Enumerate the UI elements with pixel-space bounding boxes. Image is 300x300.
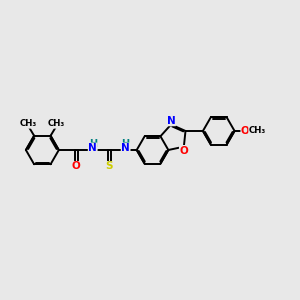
Text: S: S [105, 161, 113, 172]
Text: O: O [179, 146, 188, 155]
Text: N: N [167, 116, 176, 126]
Text: N: N [88, 143, 97, 153]
Text: O: O [72, 161, 81, 172]
Text: CH₃: CH₃ [249, 127, 266, 136]
Text: H: H [88, 139, 97, 149]
Text: N: N [121, 143, 130, 153]
Text: CH₃: CH₃ [48, 119, 65, 128]
Text: H: H [122, 139, 130, 149]
Text: O: O [241, 126, 250, 136]
Text: CH₃: CH₃ [20, 119, 37, 128]
